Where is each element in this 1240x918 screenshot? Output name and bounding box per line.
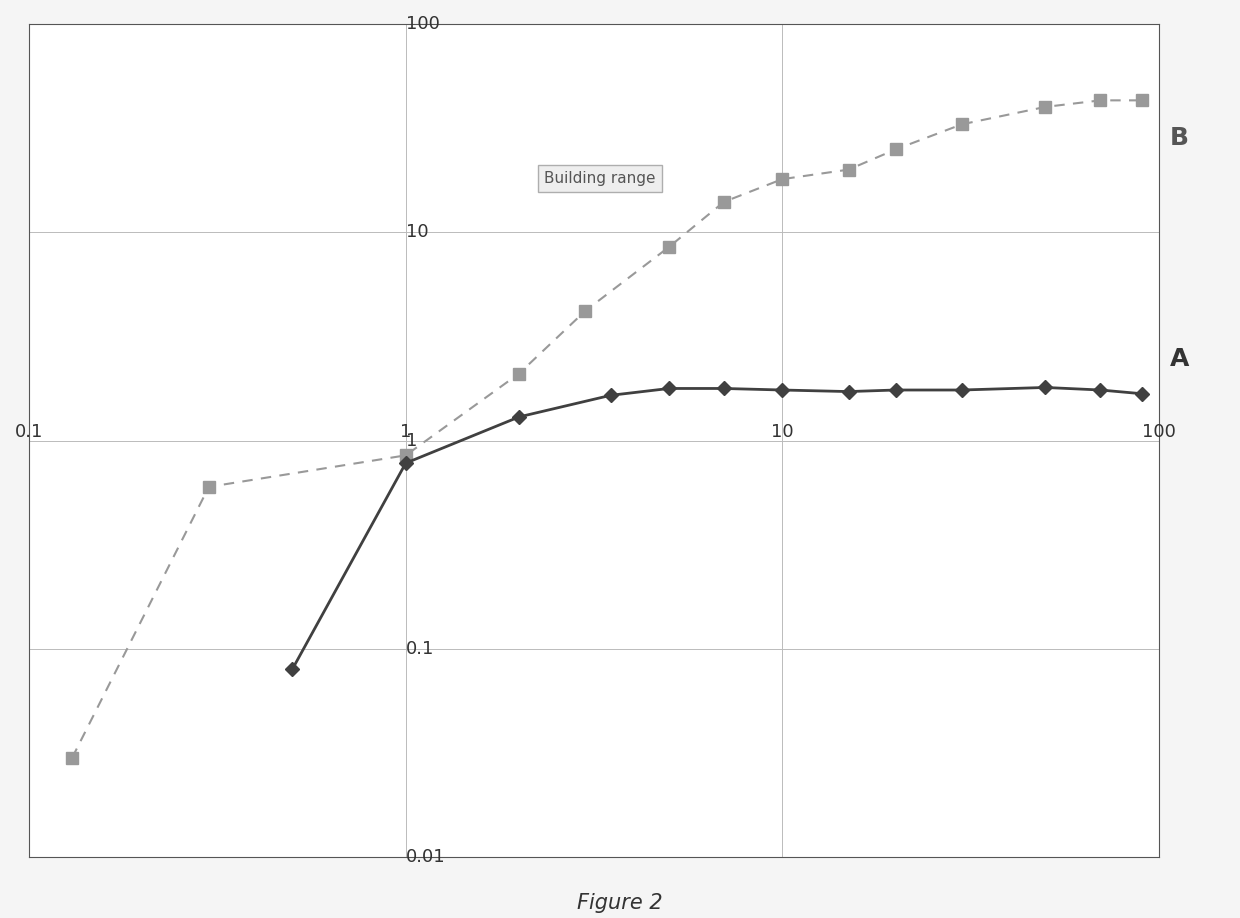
Text: 1: 1	[401, 422, 412, 441]
Text: 1: 1	[405, 431, 417, 450]
Text: Building range: Building range	[544, 171, 656, 185]
Text: 10: 10	[771, 422, 794, 441]
Text: 100: 100	[1142, 422, 1176, 441]
Text: 0.1: 0.1	[15, 422, 43, 441]
Text: A: A	[1171, 347, 1189, 371]
Text: 100: 100	[405, 15, 440, 33]
Text: B: B	[1171, 126, 1189, 150]
Text: 10: 10	[405, 223, 428, 241]
Text: 0.01: 0.01	[405, 848, 445, 867]
Text: 0.1: 0.1	[405, 640, 434, 658]
Text: Figure 2: Figure 2	[577, 893, 663, 912]
